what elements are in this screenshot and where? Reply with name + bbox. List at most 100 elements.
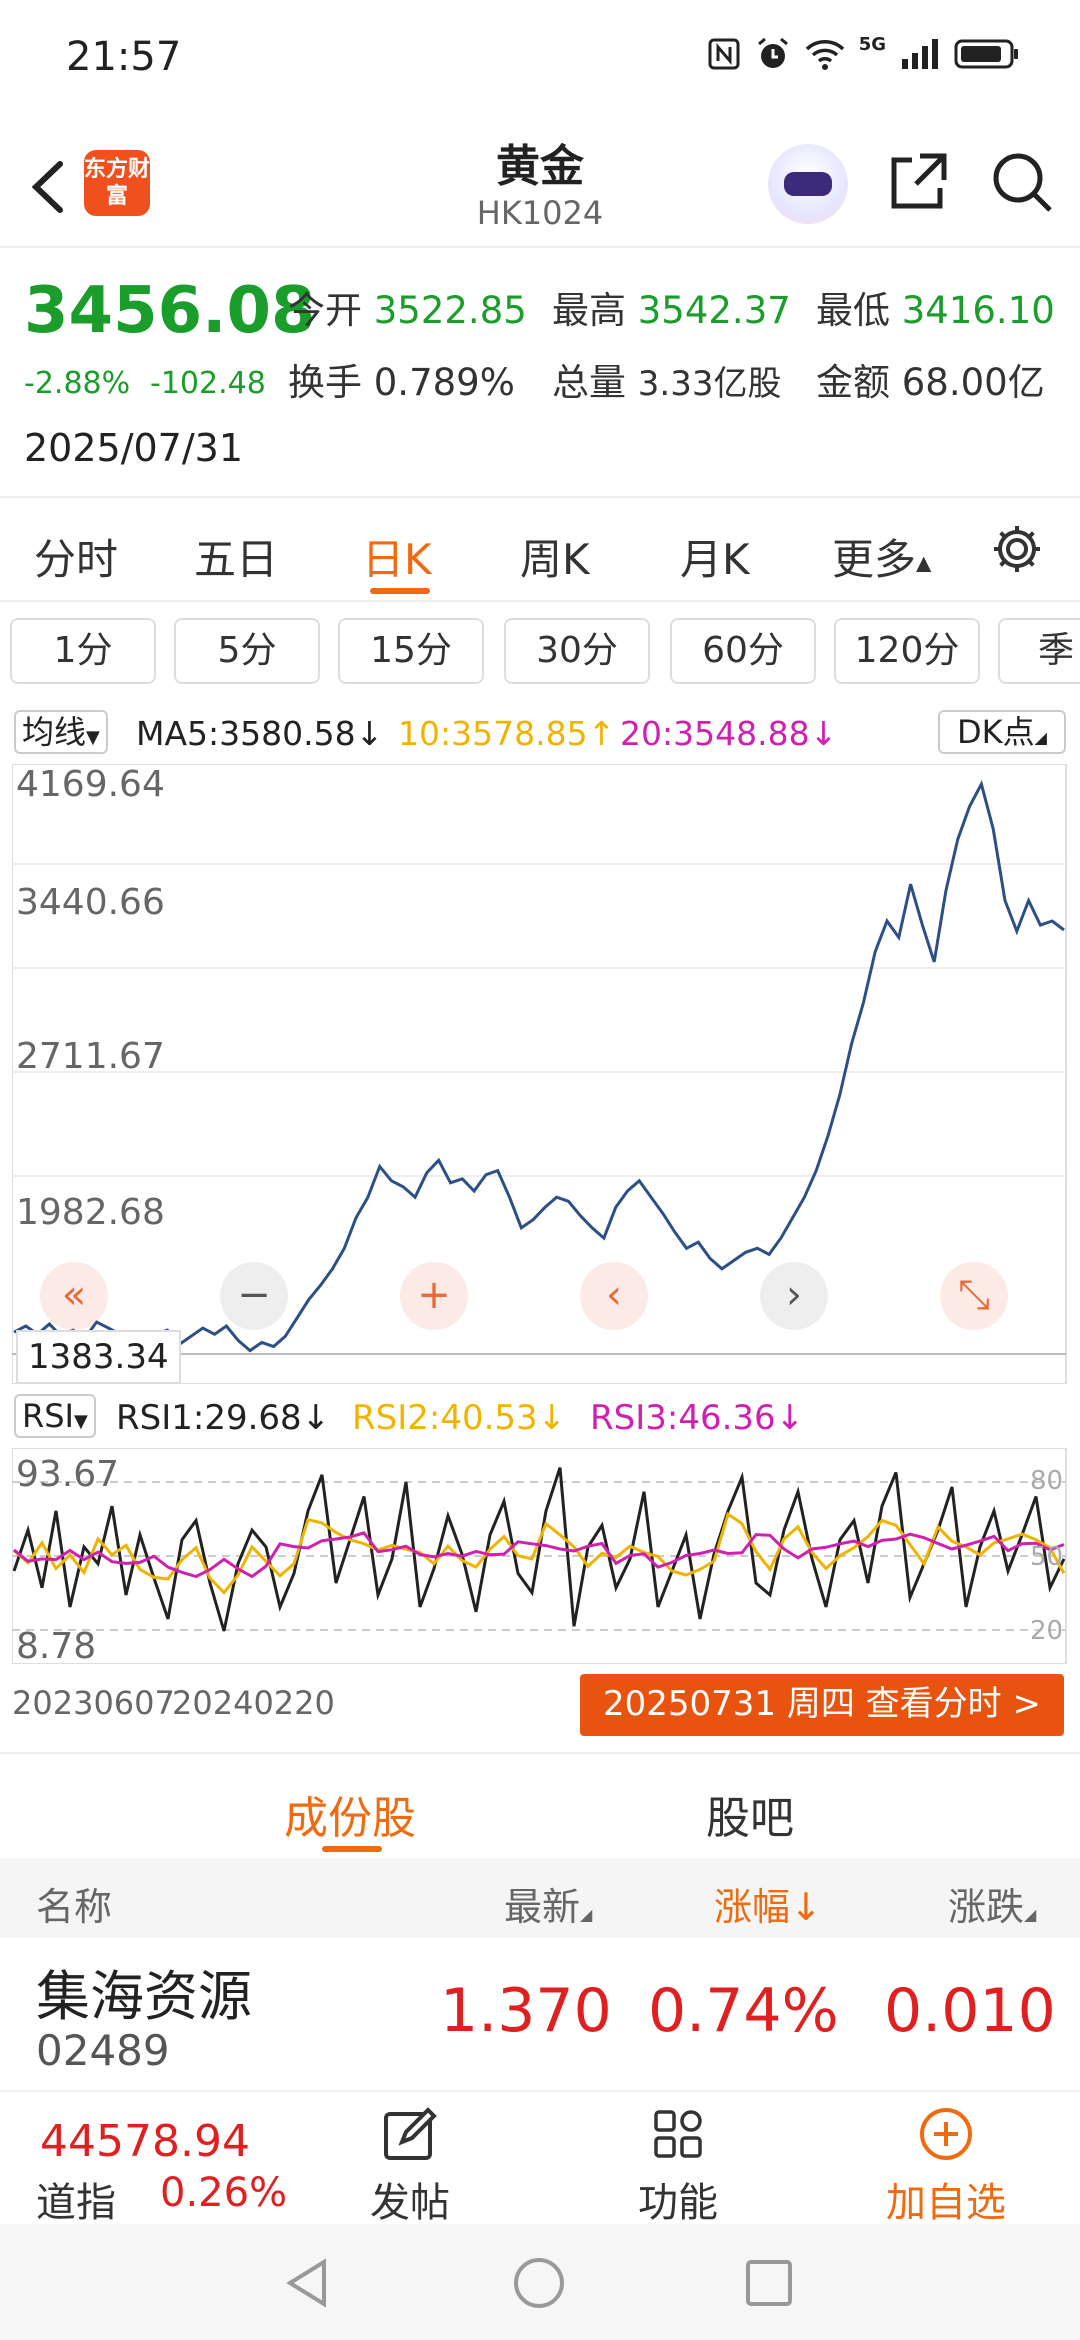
gear-icon[interactable] bbox=[990, 522, 1044, 576]
volume-item: 总量 3.33亿股 bbox=[552, 352, 781, 406]
view-intraday-button[interactable]: 20250731 周四 查看分时 > bbox=[580, 1674, 1064, 1736]
y-label-2: 3440.66 bbox=[16, 882, 165, 923]
rewind-icon[interactable]: « bbox=[40, 1262, 108, 1330]
y-label-1: 4169.64 bbox=[16, 764, 165, 805]
change-absolute: -102.48 bbox=[150, 366, 266, 401]
tab-wuri[interactable]: 五日 bbox=[194, 535, 279, 584]
interval-120min[interactable]: 120分 bbox=[834, 618, 980, 684]
high-item: 最高 3542.37 bbox=[552, 280, 791, 334]
index-value: 44578.94 bbox=[40, 2116, 250, 2167]
tab-yuek[interactable]: 月K bbox=[680, 535, 750, 584]
post-button[interactable]: 发帖 bbox=[330, 2106, 490, 2228]
rsi-20-label: 20 bbox=[1030, 1616, 1064, 1646]
ma5-value: MA5:3580.58↓ bbox=[136, 714, 384, 753]
open-label: 今开 bbox=[288, 289, 362, 332]
ma20-value: 20:3548.88↓ bbox=[620, 714, 838, 753]
interval-season[interactable]: 季 bbox=[998, 618, 1080, 684]
x-label-2: 20240220 bbox=[172, 1684, 335, 1722]
interval-60min[interactable]: 60分 bbox=[670, 618, 816, 684]
high-label: 最高 bbox=[552, 289, 626, 332]
price-line bbox=[13, 780, 1065, 1353]
caret-down-icon: ▼ bbox=[73, 1411, 88, 1432]
table-row[interactable]: 集海资源 02489 1.370 0.74% 0.010 bbox=[0, 1940, 1080, 2088]
nav-recent-icon[interactable] bbox=[744, 2258, 794, 2308]
interval-30min[interactable]: 30分 bbox=[504, 618, 650, 684]
interval-bar: 1分 5分 15分 30分 60分 120分 季 bbox=[0, 604, 1080, 698]
amount-value: 68.00亿 bbox=[901, 361, 1045, 404]
x-label-1: 20230607 bbox=[12, 1684, 175, 1722]
tab-zhouk[interactable]: 周K bbox=[520, 535, 590, 584]
share-icon[interactable] bbox=[886, 150, 950, 214]
low-item: 最低 3416.10 bbox=[816, 280, 1055, 334]
function-label: 功能 bbox=[638, 2180, 718, 2226]
back-icon[interactable] bbox=[20, 152, 80, 222]
open-value: 3522.85 bbox=[373, 289, 527, 332]
rsi1-line bbox=[12, 1467, 1066, 1632]
fullscreen-icon[interactable]: ⤡ bbox=[940, 1262, 1008, 1330]
rsi-y-bottom: 8.78 bbox=[16, 1626, 97, 1667]
tab-constituents[interactable]: 成份股 bbox=[284, 1793, 416, 1844]
low-price-label: 1383.34 bbox=[16, 1330, 181, 1384]
col-chg[interactable]: 涨跌◢ bbox=[948, 1876, 1036, 1931]
turnover-value: 0.789% bbox=[373, 361, 515, 404]
period-tabs: 分时 五日 日K 周K 月K 更多▲ bbox=[0, 500, 1080, 602]
tab-forum[interactable]: 股吧 bbox=[706, 1793, 794, 1844]
tab-more-label: 更多 bbox=[832, 535, 917, 584]
ma10-value: 10:3578.85↑ bbox=[398, 714, 616, 753]
col-pct[interactable]: 涨幅↓ bbox=[714, 1885, 822, 1929]
dk-label: DK点 bbox=[957, 713, 1035, 751]
y-label-3: 2711.67 bbox=[16, 1036, 165, 1077]
app-logo[interactable]: 东方财富 bbox=[84, 150, 150, 216]
rsi-chart[interactable] bbox=[12, 1448, 1068, 1664]
search-icon[interactable] bbox=[990, 150, 1054, 214]
open-item: 今开 3522.85 bbox=[288, 280, 527, 334]
rsi-50-label: 50 bbox=[1030, 1542, 1064, 1572]
grid-icon bbox=[654, 2110, 702, 2158]
page-header: 东方财富 黄金 HK1024 bbox=[0, 124, 1080, 248]
low-value: 3416.10 bbox=[901, 289, 1055, 332]
rsi-selector[interactable]: RSI▼ bbox=[14, 1394, 96, 1438]
interval-5min[interactable]: 5分 bbox=[174, 618, 320, 684]
rsi3-value: RSI3:46.36↓ bbox=[590, 1398, 805, 1438]
nfc-icon bbox=[708, 38, 740, 70]
dk-point-button[interactable]: DK点◢ bbox=[938, 710, 1066, 754]
ma-label: 均线 bbox=[22, 713, 87, 751]
assistant-robot-icon[interactable] bbox=[768, 144, 848, 224]
zoom-in-icon[interactable]: + bbox=[400, 1262, 468, 1330]
add-watchlist-button[interactable]: 加自选 bbox=[866, 2106, 1026, 2228]
add-watchlist-label: 加自选 bbox=[886, 2180, 1006, 2226]
amount-label: 金额 bbox=[816, 361, 890, 404]
next-icon[interactable]: › bbox=[760, 1262, 828, 1330]
rsi2-line bbox=[13, 1511, 1066, 1595]
caret-up-icon: ▲ bbox=[916, 550, 932, 575]
interval-15min[interactable]: 15分 bbox=[338, 618, 484, 684]
zoom-out-icon[interactable]: − bbox=[220, 1262, 288, 1330]
sort-icon: ◢ bbox=[1024, 1905, 1037, 1924]
rsi-y-top: 93.67 bbox=[16, 1454, 120, 1495]
kline-chart[interactable]: 4169.64 3440.66 2711.67 1982.68 « − + ‹ … bbox=[12, 764, 1068, 2124]
nav-back-icon[interactable] bbox=[284, 2256, 332, 2310]
table-header: 名称 最新◢ 涨幅↓ 涨跌◢ bbox=[0, 1858, 1080, 1938]
prev-icon[interactable]: ‹ bbox=[580, 1262, 648, 1330]
status-bar: 21:57 5G bbox=[0, 0, 1080, 124]
active-tab-indicator bbox=[370, 588, 430, 594]
network-type: 5G bbox=[858, 33, 886, 55]
col-latest[interactable]: 最新◢ bbox=[504, 1876, 592, 1931]
price-line-chart[interactable] bbox=[12, 764, 1068, 1384]
tab-fenshi[interactable]: 分时 bbox=[34, 535, 119, 584]
quote-date: 2025/07/31 bbox=[24, 426, 244, 470]
plus-circle-icon bbox=[920, 2108, 972, 2160]
ma-selector[interactable]: 均线▼ bbox=[14, 710, 108, 754]
tab-rik[interactable]: 日K bbox=[362, 535, 432, 584]
nav-home-icon[interactable] bbox=[512, 2256, 566, 2310]
alarm-icon bbox=[757, 37, 788, 68]
interval-1min[interactable]: 1分 bbox=[10, 618, 156, 684]
rsi3-line bbox=[13, 1531, 1065, 1579]
status-icons: 5G bbox=[707, 33, 1020, 72]
volume-value: 3.33亿股 bbox=[637, 364, 782, 404]
tab-more[interactable]: 更多▲ bbox=[832, 526, 931, 587]
sort-icon: ◢ bbox=[580, 1905, 593, 1924]
stock-code: 02489 bbox=[36, 2026, 170, 2075]
function-button[interactable]: 功能 bbox=[598, 2106, 758, 2228]
stock-latest: 1.370 bbox=[440, 1976, 612, 2046]
